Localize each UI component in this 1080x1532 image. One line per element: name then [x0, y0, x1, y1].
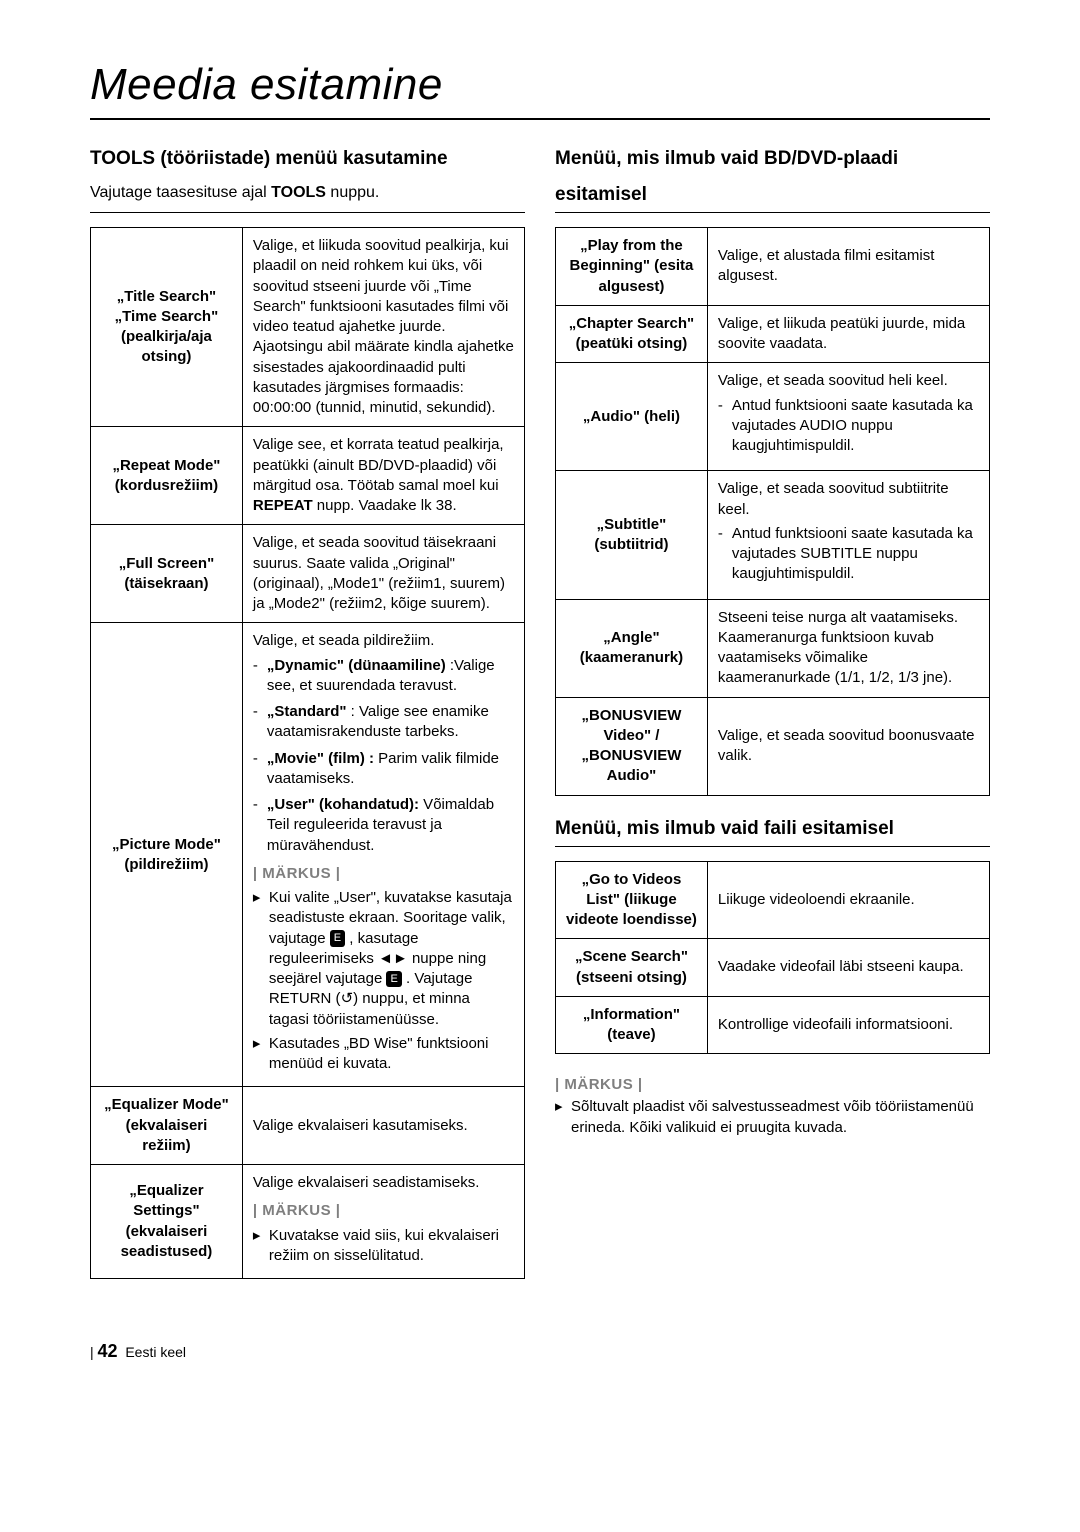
row-desc: Kontrollige videofaili informatsiooni. — [707, 996, 989, 1054]
table-row: „Go to Videos List" (liikuge videote loe… — [556, 861, 990, 939]
row-label: „Picture Mode" (pildirežiim) — [91, 623, 243, 1087]
table-row: „Repeat Mode" (kordusrežiim) Valige see,… — [91, 427, 525, 525]
row-label: „Equalizer Settings" (ekvalaiseri seadis… — [91, 1165, 243, 1279]
row-label: „BONUSVIEW Video" / „BONUSVIEW Audio" — [556, 697, 708, 795]
audio-lead: Valige, et seada soovitud heli keel. — [718, 371, 979, 391]
intro-post: nuppu. — [326, 184, 379, 201]
left-heading: TOOLS (tööriistade) menüü kasutamine — [90, 148, 525, 170]
right-heading-1b: esitamisel — [555, 184, 990, 213]
pm-lead: Valige, et seada pildirežiim. — [253, 631, 514, 651]
row-desc: Liikuge videoloendi ekraanile. — [707, 861, 989, 939]
row-desc: Valige, et liikuda soovitud pealkirja, k… — [242, 228, 524, 427]
left-table: „Title Search" „Time Search" (pealkirja/… — [90, 227, 525, 1279]
list-item: Kuvatakse vaid siis, kui ekvalaiseri rež… — [253, 1226, 514, 1267]
enter-icon: E — [330, 930, 345, 947]
opt-b: „User" (kohandatud): — [267, 796, 419, 813]
audio-sub: Antud funktsiooni saate kasutada ka vaju… — [718, 396, 979, 457]
left-column: TOOLS (tööriistade) menüü kasutamine Vaj… — [90, 148, 525, 1301]
right-heading-1a: Menüü, mis ilmub vaid BD/DVD-plaadi — [555, 148, 990, 170]
eq-desc: Valige ekvalaiseri seadistamiseks. — [253, 1173, 514, 1193]
page-number: 42 — [98, 1341, 118, 1361]
row-label: „Repeat Mode" (kordusrežiim) — [91, 427, 243, 525]
sub-lead: Valige, et seada soovitud subtiitrite ke… — [718, 479, 979, 520]
intro-bold: TOOLS — [271, 184, 326, 201]
row-label: „Full Screen" (täisekraan) — [91, 525, 243, 623]
bottom-note-list: Sõltuvalt plaadist või salvestusseadmest… — [555, 1097, 990, 1138]
return-icon: ↺ — [341, 990, 354, 1007]
desc-post: nupp. Vaadake lk 38. — [313, 497, 457, 514]
opt-b: „Movie" (film) : — [267, 750, 374, 767]
list-item: Kasutades „BD Wise" funktsiooni menüüd e… — [253, 1034, 514, 1075]
table-row: „Title Search" „Time Search" (pealkirja/… — [91, 228, 525, 427]
row-desc: Stseeni teise nurga alt vaatamiseks. Kaa… — [707, 599, 989, 697]
row-label: „Subtitle" (subtiitrid) — [556, 471, 708, 599]
sub-sub: Antud funktsiooni saate kasutada ka vaju… — [718, 524, 979, 585]
desc-pre: Valige see, et korrata teatud pealkirja,… — [253, 436, 504, 494]
intro-pre: Vajutage taasesituse ajal — [90, 184, 271, 201]
table-row: „Subtitle" (subtiitrid) Valige, et seada… — [556, 471, 990, 599]
desc-bold: REPEAT — [253, 497, 313, 514]
table-row: „BONUSVIEW Video" / „BONUSVIEW Audio" Va… — [556, 697, 990, 795]
row-label: „Play from the Beginning" (esita alguses… — [556, 228, 708, 306]
row-desc: Valige, et seada soovitud subtiitrite ke… — [707, 471, 989, 599]
list-item: „Dynamic" (dünaamiline) :Valige see, et … — [253, 656, 514, 697]
list-item: Antud funktsiooni saate kasutada ka vaju… — [718, 396, 979, 457]
row-desc: Valige, et seada soovitud boonusvaate va… — [707, 697, 989, 795]
row-label: „Angle" (kaameranurk) — [556, 599, 708, 697]
list-item: Kui valite „User", kuvatakse kasutaja se… — [253, 888, 514, 1030]
list-item: „Standard" : Valige see enamike vaatamis… — [253, 702, 514, 743]
right-heading-2: Menüü, mis ilmub vaid faili esitamisel — [555, 818, 990, 847]
markus-label: | MÄRKUS | — [253, 864, 514, 884]
row-desc: Valige, et liikuda peatüki juurde, mida … — [707, 305, 989, 363]
bottom-note-block: | MÄRKUS | Sõltuvalt plaadist või salves… — [555, 1076, 990, 1138]
row-desc: Valige ekvalaiseri seadistamiseks. | MÄR… — [242, 1165, 524, 1279]
row-label: „Chapter Search" (peatüki otsing) — [556, 305, 708, 363]
opt-b: „Standard" — [267, 703, 347, 720]
row-label: „Information" (teave) — [556, 996, 708, 1054]
left-intro: Vajutage taasesituse ajal TOOLS nuppu. — [90, 184, 525, 213]
row-desc: Valige, et seada pildirežiim. „Dynamic" … — [242, 623, 524, 1087]
row-label: „Go to Videos List" (liikuge videote loe… — [556, 861, 708, 939]
list-item: „Movie" (film) : Parim valik filmide vaa… — [253, 749, 514, 790]
list-item: Sõltuvalt plaadist või salvestusseadmest… — [555, 1097, 990, 1138]
markus-label: | MÄRKUS | — [555, 1076, 990, 1093]
markus-label: | MÄRKUS | — [253, 1201, 514, 1221]
right-column: Menüü, mis ilmub vaid BD/DVD-plaadi esit… — [555, 148, 990, 1301]
table-row: „Equalizer Mode" (ekvalaiseri režiim) Va… — [91, 1087, 525, 1165]
pm-notes: Kui valite „User", kuvatakse kasutaja se… — [253, 888, 514, 1074]
table-row-picture-mode: „Picture Mode" (pildirežiim) Valige, et … — [91, 623, 525, 1087]
page-footer: | 42 Eesti keel — [90, 1341, 990, 1362]
row-desc: Valige see, et korrata teatud pealkirja,… — [242, 427, 524, 525]
row-label: „Title Search" „Time Search" (pealkirja/… — [91, 228, 243, 427]
row-desc: Valige ekvalaiseri kasutamiseks. — [242, 1087, 524, 1165]
enter-icon: E — [386, 971, 401, 988]
eq-notes: Kuvatakse vaid siis, kui ekvalaiseri rež… — [253, 1226, 514, 1267]
table-row: „Chapter Search" (peatüki otsing) Valige… — [556, 305, 990, 363]
page-title: Meedia esitamine — [90, 60, 990, 120]
table-row: „Angle" (kaameranurk) Stseeni teise nurg… — [556, 599, 990, 697]
pm-options: „Dynamic" (dünaamiline) :Valige see, et … — [253, 656, 514, 856]
row-label: „Equalizer Mode" (ekvalaiseri režiim) — [91, 1087, 243, 1165]
table-row: „Play from the Beginning" (esita alguses… — [556, 228, 990, 306]
table-row: „Full Screen" (täisekraan) Valige, et se… — [91, 525, 525, 623]
table-row: „Equalizer Settings" (ekvalaiseri seadis… — [91, 1165, 525, 1279]
footer-lang: Eesti keel — [125, 1344, 186, 1360]
table-row: „Scene Search" (stseeni otsing) Vaadake … — [556, 939, 990, 997]
row-desc: Valige, et alustada filmi esitamist algu… — [707, 228, 989, 306]
opt-b: „Dynamic" (dünaamiline) — [267, 657, 446, 674]
row-label: „Scene Search" (stseeni otsing) — [556, 939, 708, 997]
table-row: „Audio" (heli) Valige, et seada soovitud… — [556, 363, 990, 471]
list-item: „User" (kohandatud): Võimaldab Teil regu… — [253, 795, 514, 856]
content-columns: TOOLS (tööriistade) menüü kasutamine Vaj… — [90, 148, 990, 1301]
right-table-1: „Play from the Beginning" (esita alguses… — [555, 227, 990, 796]
row-desc: Vaadake videofail läbi stseeni kaupa. — [707, 939, 989, 997]
row-label: „Audio" (heli) — [556, 363, 708, 471]
right-table-2: „Go to Videos List" (liikuge videote loe… — [555, 861, 990, 1055]
table-row: „Information" (teave) Kontrollige videof… — [556, 996, 990, 1054]
row-desc: Valige, et seada soovitud täisekraani su… — [242, 525, 524, 623]
row-desc: Valige, et seada soovitud heli keel. Ant… — [707, 363, 989, 471]
list-item: Antud funktsiooni saate kasutada ka vaju… — [718, 524, 979, 585]
